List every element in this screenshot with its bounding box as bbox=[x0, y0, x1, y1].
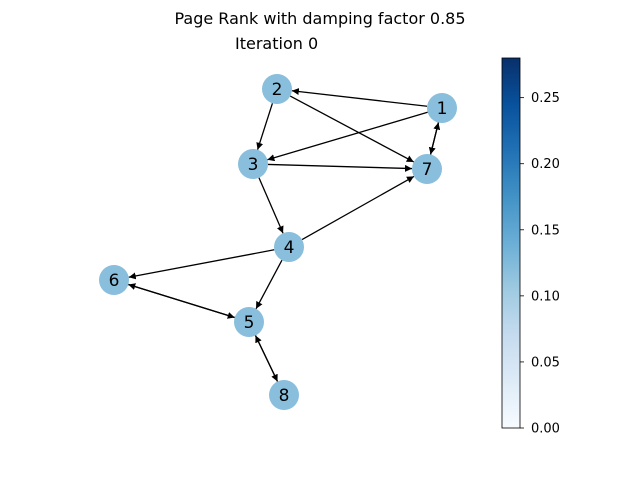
node-label: 5 bbox=[244, 313, 255, 333]
colorbar-tick-label: 0.15 bbox=[531, 223, 560, 238]
edge-1-to-3 bbox=[267, 111, 428, 162]
node-3: 3 bbox=[238, 149, 268, 179]
node-label: 1 bbox=[437, 99, 448, 119]
figure-title: Page Rank with damping factor 0.85 bbox=[174, 9, 466, 28]
node-label: 7 bbox=[422, 160, 433, 180]
edges-layer bbox=[128, 88, 441, 382]
node-8: 8 bbox=[269, 380, 299, 410]
node-circle bbox=[274, 232, 304, 262]
node-circle bbox=[234, 307, 264, 337]
edge-4-to-5 bbox=[255, 259, 283, 310]
colorbar-ticks: 0.00 0.05 0.10 0.15 0.20 0.25 bbox=[520, 91, 560, 437]
nodes-layer: 1 2 3 4 5 6 7 8 bbox=[99, 74, 457, 410]
colorbar-tick-label: 0.10 bbox=[531, 289, 560, 304]
node-2: 2 bbox=[262, 74, 292, 104]
colorbar-gradient bbox=[501, 57, 521, 429]
node-label: 6 bbox=[109, 271, 120, 291]
colorbar: 0.00 0.05 0.10 0.15 0.20 0.25 bbox=[501, 57, 560, 437]
node-circle bbox=[99, 265, 129, 295]
edge-1-to-2 bbox=[291, 88, 428, 107]
node-circle bbox=[412, 154, 442, 184]
colorbar-tick-label: 0.05 bbox=[531, 355, 560, 370]
node-label: 3 bbox=[248, 155, 259, 175]
colorbar-tick-label: 0.00 bbox=[531, 422, 560, 437]
edge-4-to-6 bbox=[128, 249, 275, 280]
figure-subtitle: Iteration 0 bbox=[235, 34, 319, 53]
edge-2-to-3 bbox=[256, 103, 274, 150]
colorbar-tick-label: 0.25 bbox=[531, 91, 560, 106]
node-5: 5 bbox=[234, 307, 264, 337]
edge-4-to-7 bbox=[301, 175, 415, 241]
node-circle bbox=[269, 380, 299, 410]
edge-3-to-7 bbox=[267, 163, 413, 172]
node-circle bbox=[238, 149, 268, 179]
colorbar-tick-label: 0.20 bbox=[531, 157, 560, 172]
node-circle bbox=[427, 93, 457, 123]
node-label: 2 bbox=[272, 80, 283, 100]
node-7: 7 bbox=[412, 154, 442, 184]
node-1: 1 bbox=[427, 93, 457, 123]
node-label: 4 bbox=[284, 238, 295, 258]
node-4: 4 bbox=[274, 232, 304, 262]
edge-6-to-5 bbox=[128, 283, 235, 319]
edge-2-to-7 bbox=[289, 95, 415, 163]
edge-7-to-1 bbox=[429, 122, 441, 155]
node-label: 8 bbox=[279, 386, 290, 406]
edge-8-to-5 bbox=[254, 335, 279, 382]
edge-3-to-4 bbox=[258, 177, 284, 234]
node-circle bbox=[262, 74, 292, 104]
node-6: 6 bbox=[99, 265, 129, 295]
